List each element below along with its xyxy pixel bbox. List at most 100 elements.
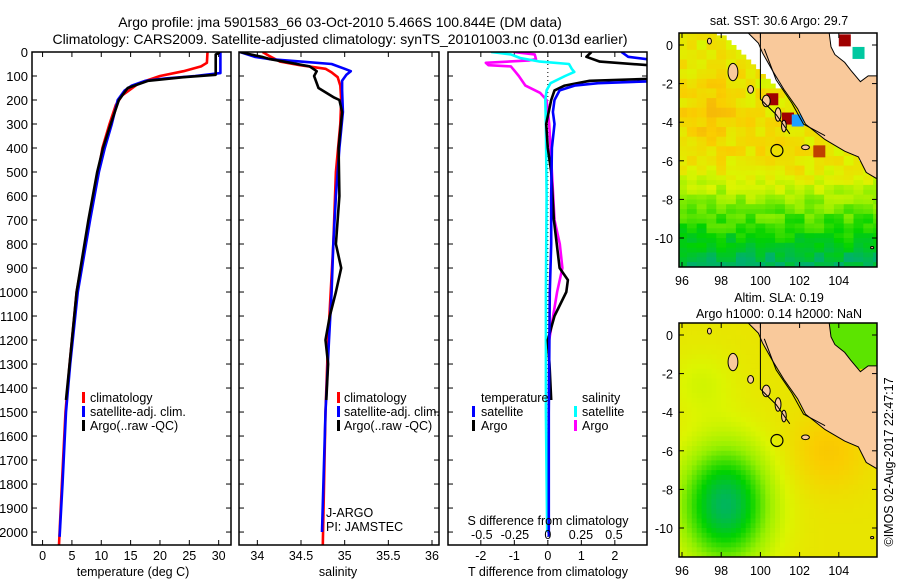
map-cell: [814, 494, 820, 500]
map-cell: [765, 426, 771, 433]
map-cell: [809, 136, 815, 143]
map-cell: [770, 88, 776, 94]
map-cell: [833, 465, 840, 471]
map-cell: [760, 194, 766, 200]
map-cell: [740, 542, 747, 548]
map-cell: [750, 528, 757, 534]
map-cell: [755, 388, 761, 394]
map-cell: [760, 407, 766, 413]
map-cell: [740, 78, 747, 85]
map-cell: [706, 460, 712, 466]
map-cell: [765, 354, 771, 360]
map-cell: [785, 557, 791, 562]
map-cell: [701, 494, 708, 500]
map-cell: [721, 460, 727, 466]
map-cell: [750, 455, 757, 461]
map-cell: [789, 189, 796, 196]
map-cell: [686, 532, 693, 539]
map-cell: [833, 484, 840, 490]
map-cell: [750, 421, 757, 428]
map-cell: [706, 117, 712, 123]
map-cell: [819, 213, 825, 220]
map-cell: [686, 503, 693, 510]
map-cell: [838, 330, 845, 336]
map-cell: [784, 479, 791, 486]
map-cell: [731, 388, 737, 394]
map-cell: [721, 330, 727, 336]
map-cell: [794, 199, 801, 205]
map-cell: [731, 127, 737, 133]
map-cell: [853, 247, 859, 254]
map-cell: [755, 339, 761, 346]
map-cell: [701, 233, 708, 239]
map-cell: [868, 470, 874, 476]
map-cell: [804, 156, 810, 162]
map-cell: [814, 252, 820, 258]
map-cell: [735, 508, 742, 515]
map-cell: [731, 257, 737, 263]
map-cell: [679, 552, 683, 557]
map-cell: [686, 35, 693, 41]
map-cell: [784, 102, 791, 109]
map-cell: [716, 180, 722, 186]
map-cell: [873, 209, 877, 215]
map-cell: [789, 552, 796, 557]
map-cell: [750, 373, 757, 379]
map-cell: [858, 175, 864, 181]
map-cell: [794, 407, 801, 413]
map-cell: [679, 93, 683, 99]
map-cell: [848, 484, 855, 490]
map-cell: [775, 136, 781, 143]
map-cell: [745, 233, 752, 239]
map-cell: [726, 470, 732, 476]
map-cell: [686, 455, 693, 461]
map-cell: [716, 363, 722, 370]
map-cell: [701, 74, 708, 80]
map-cell: [750, 537, 757, 543]
map-cell: [829, 141, 835, 147]
map-cell: [819, 450, 825, 457]
map-cell: [858, 552, 864, 557]
map-cell: [814, 479, 820, 486]
map-cell: [691, 194, 698, 200]
map-cell: [784, 474, 791, 481]
map-cell: [701, 503, 708, 510]
map-cell: [799, 189, 806, 196]
map-cell: [794, 499, 801, 505]
map-cell: [711, 107, 717, 114]
map-cell: [740, 151, 747, 157]
difference-legend: temperature satellite Argo salinity sate…: [472, 391, 624, 433]
map-cell: [726, 122, 732, 128]
map-cell: [829, 194, 835, 200]
map-cell: [696, 74, 703, 80]
map-cell: [701, 69, 708, 75]
map-cell: [775, 378, 781, 384]
map-cell: [701, 49, 708, 56]
map-cell: [868, 484, 874, 490]
map-cell: [819, 537, 825, 543]
map-cell: [679, 262, 683, 267]
map-cell: [848, 213, 855, 220]
map-cell: [809, 523, 815, 529]
y-tick-label: 400: [6, 141, 28, 156]
map-cell: [726, 98, 732, 104]
map-cell: [706, 426, 712, 433]
map-cell: [853, 503, 859, 510]
map-cell: [696, 542, 703, 548]
map-cell: [682, 40, 688, 46]
map-cell: [789, 151, 796, 157]
map-cell: [868, 323, 874, 326]
map-cell: [686, 127, 693, 133]
map-cell: [750, 450, 757, 457]
map-cell: [784, 252, 791, 258]
map-cell: [740, 518, 747, 524]
map-cell: [770, 446, 776, 452]
map-cell: [809, 557, 815, 562]
map-cell: [716, 460, 722, 466]
map-cell: [726, 557, 732, 562]
map-cell: [701, 383, 708, 389]
map-cell: [750, 523, 757, 529]
map-cell: [679, 330, 683, 336]
map-cell: [804, 479, 810, 486]
map-cell: [686, 252, 693, 258]
